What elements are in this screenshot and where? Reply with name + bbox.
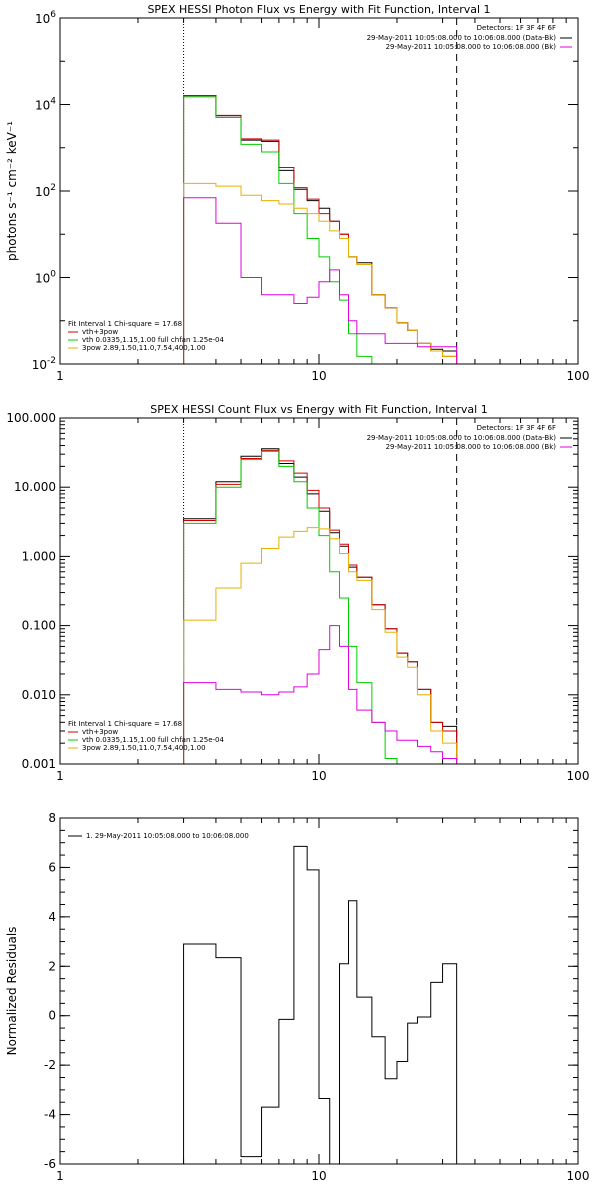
legend-bottom-title: Fit Interval 1 Chi-square = 17.68 xyxy=(68,320,182,328)
detectors-label: Detectors: 1F 3F 4F 6F xyxy=(477,24,556,32)
y-tick-label: 10-2 xyxy=(32,356,56,372)
x-tick-label: 10 xyxy=(311,1169,326,1183)
chart-title: SPEX HESSI Count Flux vs Energy with Fit… xyxy=(150,403,487,416)
x-tick-label: 10 xyxy=(311,369,326,383)
x-tick-label: 1 xyxy=(56,1169,64,1183)
x-tick-label: 100 xyxy=(567,769,590,783)
y-tick-label: 10.000 xyxy=(14,480,56,494)
y-tick-label: 106 xyxy=(35,10,56,26)
chart-2: SPEX HESSI Count Flux vs Energy with Fit… xyxy=(6,403,590,783)
y-tick-label: -4 xyxy=(44,1108,56,1122)
y-tick-label: 6 xyxy=(48,860,56,874)
series-line-1 xyxy=(183,448,458,764)
x-tick-label: 10 xyxy=(311,769,326,783)
series-line-2 xyxy=(183,95,458,364)
x-tick-label: 100 xyxy=(567,1169,590,1183)
x-tick-label: 1 xyxy=(56,769,64,783)
series-line-5 xyxy=(183,197,458,364)
detectors-label: Detectors: 1F 3F 4F 6F xyxy=(477,424,556,432)
chart-3: Normalized Residuals 1 10 100 -6 -4 -2 0 2 4 6 8 1. … xyxy=(5,811,589,1183)
y-tick-label: 100.000 xyxy=(6,411,56,425)
series-group xyxy=(183,448,458,764)
y-tick-label: 4 xyxy=(48,910,56,924)
series-line-2 xyxy=(183,449,458,764)
legend-top-entry: 29-May-2011 10:05:08.000 to 10:06:08.000… xyxy=(386,43,557,51)
y-tick-label: 102 xyxy=(35,183,56,199)
legend-top-entry: 29-May-2011 10:05:08.000 to 10:06:08.000… xyxy=(367,34,557,42)
series-line-5 xyxy=(183,625,458,764)
series-line-1 xyxy=(183,95,458,364)
plot-frame xyxy=(59,417,579,765)
legend-residual-entry: 1. 29-May-2011 10:05:08.000 to 10:06:08.… xyxy=(86,832,249,840)
chart-1: SPEX HESSI Photon Flux vs Energy with Fi… xyxy=(5,3,589,383)
series-line-3 xyxy=(183,96,458,364)
y-tick-label: 8 xyxy=(48,811,56,825)
y-tick-label: 2 xyxy=(48,959,56,973)
legend-bottom-entry: vth 0.0335,1.15,1.00 full chfan 1.25e-04 xyxy=(82,336,224,344)
y-tick-label: 0 xyxy=(48,1009,56,1023)
y-tick-label: 0.010 xyxy=(22,688,56,702)
y-tick-label: 1.000 xyxy=(22,549,56,563)
y-tick-label: 0.001 xyxy=(22,757,56,771)
y-axis-label: photons s⁻¹ cm⁻² keV⁻¹ xyxy=(5,121,19,261)
y-tick-label: -2 xyxy=(44,1058,56,1072)
series-group xyxy=(183,845,458,1164)
x-tick-label: 1 xyxy=(56,369,64,383)
y-axis-label: Normalized Residuals xyxy=(5,927,19,1056)
x-tick-label: 100 xyxy=(567,369,590,383)
series-line-3 xyxy=(183,450,458,764)
series-line-1 xyxy=(183,845,458,1164)
y-tick-label: 0.100 xyxy=(22,619,56,633)
legend-bottom-title: Fit Interval 1 Chi-square = 17.68 xyxy=(68,720,182,728)
series-line-4 xyxy=(183,527,458,764)
series-group xyxy=(183,95,458,364)
legend-bottom-entry: 3pow 2.89,1.50,11.0,7.54,400,1.00 xyxy=(82,344,206,352)
legend-top-entry: 29-May-2011 10:05:08.000 to 10:06:08.000… xyxy=(367,434,557,442)
legend-bottom-entry: 3pow 2.89,1.50,11.0,7.54,400,1.00 xyxy=(82,744,206,752)
plot-frame xyxy=(59,17,579,365)
y-tick-label: 104 xyxy=(35,97,56,113)
chart-title: SPEX HESSI Photon Flux vs Energy with Fi… xyxy=(147,3,490,16)
y-tick-label: -6 xyxy=(44,1157,56,1171)
legend-bottom-entry: vth+3pow xyxy=(82,328,118,336)
plot-frame xyxy=(59,817,579,1165)
legend-top-entry: 29-May-2011 10:05:08.000 to 10:06:08.000… xyxy=(386,443,557,451)
y-tick-label: 100 xyxy=(35,270,56,286)
legend-bottom-entry: vth 0.0335,1.15,1.00 full chfan 1.25e-04 xyxy=(82,736,224,744)
series-line-4 xyxy=(183,182,458,364)
legend-bottom-entry: vth+3pow xyxy=(82,728,118,736)
